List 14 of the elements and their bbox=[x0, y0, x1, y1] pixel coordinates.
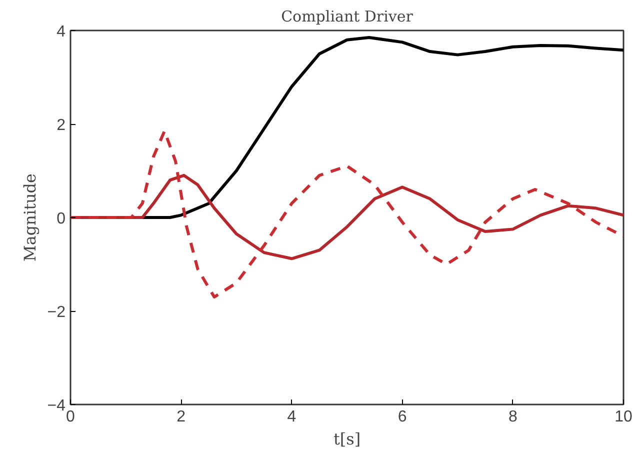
x-tick-label: 6 bbox=[398, 408, 407, 426]
y-tick-label: −4 bbox=[47, 398, 66, 414]
y-tick-label: 2 bbox=[56, 117, 66, 134]
x-tick-label: 4 bbox=[287, 408, 296, 426]
y-tick-label: −2 bbox=[47, 304, 66, 321]
x-tick-label: 8 bbox=[508, 408, 518, 426]
y-tick-label: 0 bbox=[56, 210, 66, 228]
y-axis-title: Magnitude bbox=[20, 173, 40, 262]
x-axis-title: t[s] bbox=[333, 430, 361, 448]
x-tick-label: 10 bbox=[614, 408, 632, 426]
y-tick-label: 4 bbox=[56, 24, 66, 40]
line-series bbox=[70, 130, 624, 298]
chart-title: Compliant Driver bbox=[281, 8, 414, 26]
x-tick-label: 2 bbox=[176, 408, 186, 426]
